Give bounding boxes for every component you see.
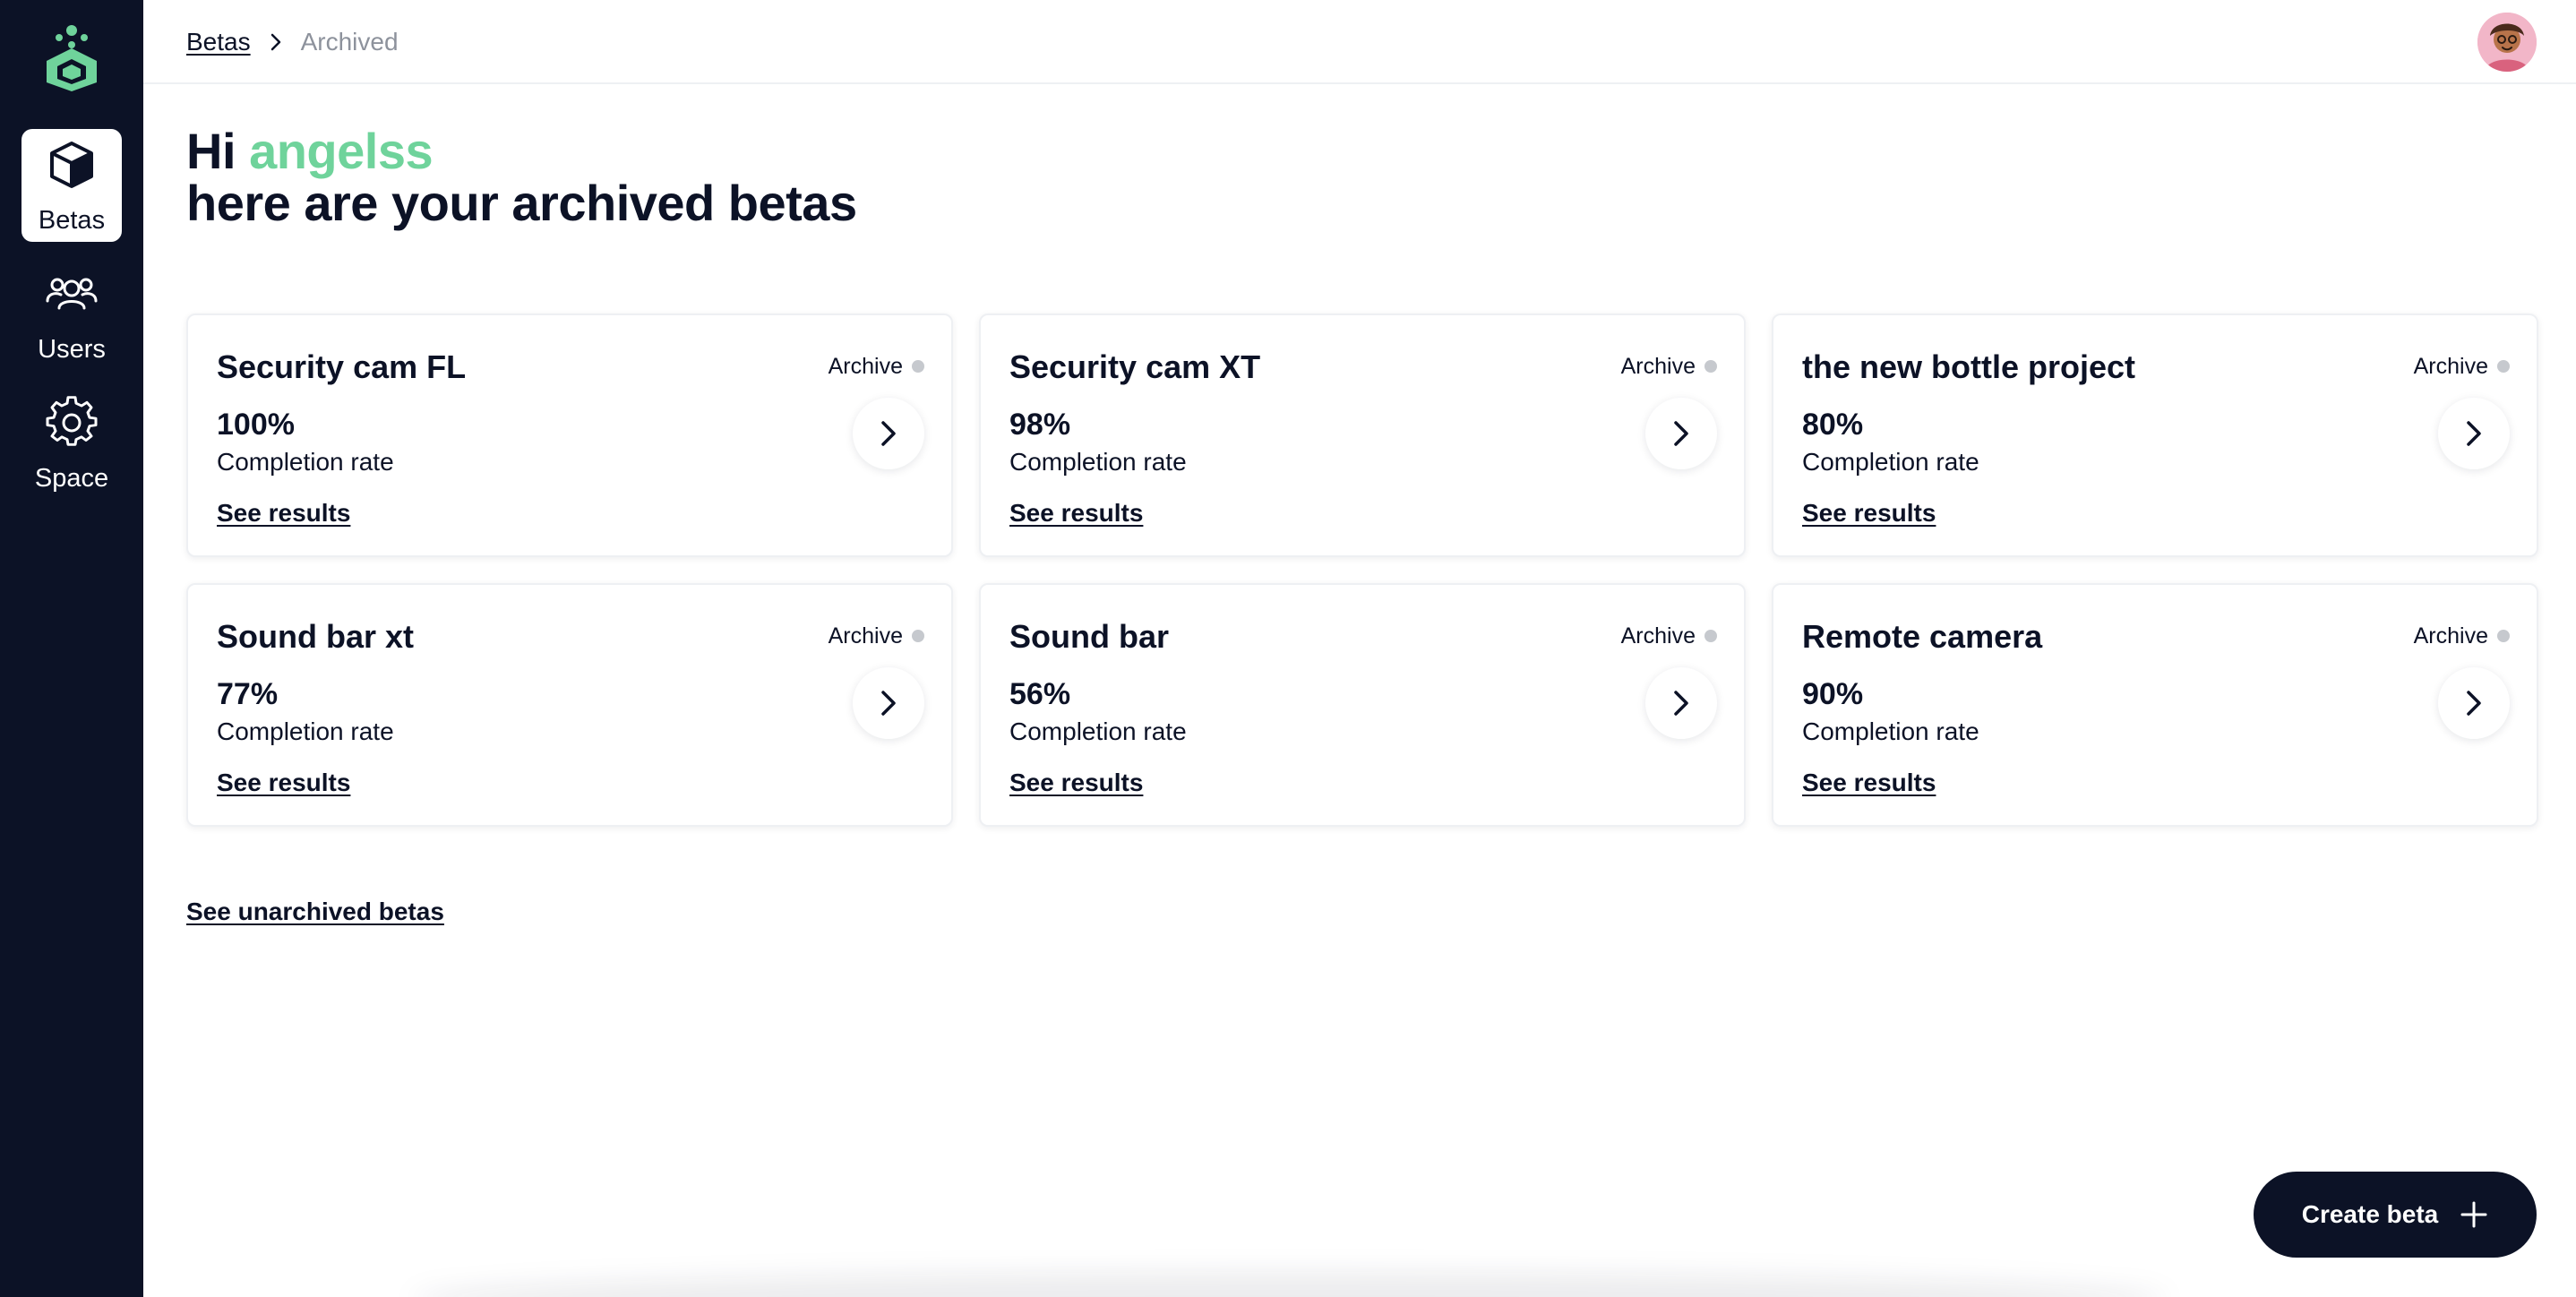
cube-icon	[50, 142, 93, 188]
beta-card: Sound bar Archive 56% Completion rate Se…	[979, 583, 1746, 827]
create-beta-label: Create beta	[2301, 1200, 2439, 1228]
status-dot-icon	[1704, 630, 1717, 642]
plus-icon	[2460, 1201, 2487, 1228]
status-badge: Archive	[2414, 353, 2510, 380]
completion-rate-label: Completion rate	[1009, 448, 1187, 476]
chevron-right-icon	[270, 33, 280, 51]
status-label: Archive	[2413, 354, 2488, 379]
chevron-right-icon	[2467, 691, 2481, 716]
sidebar-item-label: Users	[38, 335, 106, 364]
greeting-hi: Hi	[186, 123, 236, 179]
status-label: Archive	[2413, 623, 2488, 648]
open-beta-button[interactable]	[1645, 398, 1717, 469]
chevron-right-icon	[1674, 691, 1688, 716]
status-dot-icon	[1704, 360, 1717, 373]
top-bar: Betas Archived	[143, 0, 2576, 84]
card-title: the new bottle project	[1802, 348, 2136, 385]
card-title: Remote camera	[1802, 618, 2043, 655]
completion-rate-label: Completion rate	[1802, 448, 1979, 476]
status-badge: Archive	[1621, 353, 1717, 380]
beta-card: Security cam XT Archive 98% Completion r…	[979, 314, 1746, 557]
page-title: Hi angelss here are your archived betas	[186, 125, 857, 229]
sidebar-item-space[interactable]: Space	[21, 387, 122, 500]
status-badge: Archive	[829, 623, 924, 649]
chevron-right-icon	[881, 421, 896, 446]
sidebar-item-betas[interactable]: Betas	[21, 129, 122, 242]
see-results-link[interactable]: See results	[1802, 769, 1936, 796]
open-beta-button[interactable]	[853, 398, 924, 469]
see-results-link[interactable]: See results	[217, 499, 351, 527]
completion-rate-value: 90%	[1802, 677, 1864, 711]
avatar[interactable]	[2477, 13, 2537, 72]
see-unarchived-betas-link[interactable]: See unarchived betas	[186, 898, 444, 925]
breadcrumb: Betas Archived	[186, 27, 399, 57]
status-dot-icon	[2497, 360, 2510, 373]
card-title: Security cam XT	[1009, 348, 1261, 385]
completion-rate-label: Completion rate	[1802, 717, 1979, 745]
completion-rate-value: 100%	[217, 408, 295, 442]
status-label: Archive	[828, 623, 903, 648]
card-title: Sound bar xt	[217, 618, 415, 655]
beta-card: Remote camera Archive 90% Completion rat…	[1772, 583, 2538, 827]
card-title: Sound bar	[1009, 618, 1169, 655]
status-label: Archive	[1620, 354, 1696, 379]
beta-card: Sound bar xt Archive 77% Completion rate…	[186, 583, 953, 827]
open-beta-button[interactable]	[853, 667, 924, 739]
status-dot-icon	[2497, 630, 2510, 642]
completion-rate-label: Completion rate	[217, 717, 394, 745]
breadcrumb-current: Archived	[300, 28, 399, 56]
sidebar-item-label: Space	[34, 464, 109, 493]
completion-rate-label: Completion rate	[1009, 717, 1187, 745]
status-dot-icon	[912, 630, 924, 642]
sidebar-item-label: Betas	[38, 206, 106, 235]
status-badge: Archive	[2414, 623, 2510, 649]
beta-card: Security cam FL Archive 100% Completion …	[186, 314, 953, 557]
completion-rate-value: 56%	[1009, 677, 1071, 711]
greeting-subtitle: here are your archived betas	[186, 175, 857, 231]
chevron-right-icon	[881, 691, 896, 716]
see-results-link[interactable]: See results	[1009, 769, 1144, 796]
completion-rate-value: 98%	[1009, 408, 1071, 442]
chevron-right-icon	[1674, 421, 1688, 446]
completion-rate-value: 77%	[217, 677, 279, 711]
open-beta-button[interactable]	[2438, 398, 2510, 469]
users-icon	[46, 278, 98, 310]
see-results-link[interactable]: See results	[1802, 499, 1936, 527]
see-results-link[interactable]: See results	[1009, 499, 1144, 527]
bottom-shadow	[412, 1272, 2168, 1297]
sidebar-item-users[interactable]: Users	[21, 258, 122, 371]
greeting-username: angelss	[249, 123, 434, 179]
completion-rate-value: 80%	[1802, 408, 1864, 442]
create-beta-button[interactable]: Create beta	[2254, 1172, 2537, 1258]
breadcrumb-betas-link[interactable]: Betas	[186, 28, 251, 56]
completion-rate-label: Completion rate	[217, 448, 394, 476]
status-badge: Archive	[1621, 623, 1717, 649]
gear-icon	[46, 396, 98, 446]
open-beta-button[interactable]	[1645, 667, 1717, 739]
sidebar: Betas Users Space	[0, 0, 143, 1297]
chevron-right-icon	[2467, 421, 2481, 446]
see-results-link[interactable]: See results	[217, 769, 351, 796]
status-label: Archive	[828, 354, 903, 379]
open-beta-button[interactable]	[2438, 667, 2510, 739]
app-logo-icon[interactable]	[39, 23, 104, 91]
beta-card: the new bottle project Archive 80% Compl…	[1772, 314, 2538, 557]
card-title: Security cam FL	[217, 348, 467, 385]
status-dot-icon	[912, 360, 924, 373]
status-label: Archive	[1620, 623, 1696, 648]
status-badge: Archive	[829, 353, 924, 380]
